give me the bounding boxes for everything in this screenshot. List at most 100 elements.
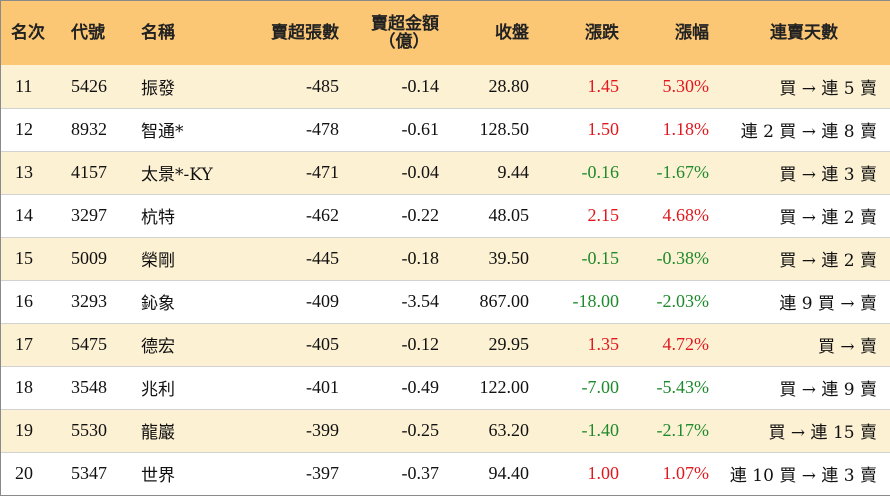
stock-name-cell: 智通* [141,122,184,142]
table-row: 14 3297 杭特 -462 -0.22 48.05 2.15 4.68% 買 → 連 2 賣 [1,194,890,237]
sell-lots-cell: -485 [306,75,339,96]
sell-lots-cell: -445 [306,248,339,268]
sell-lots-cell: -397 [306,463,339,484]
table-body: 11 5426 振發 -485 -0.14 28.80 1.45 5.30% 買 → 連 5 賣… [1,65,890,495]
sell-amount-cell: -0.22 [401,205,440,225]
stock-name-cell: 鈊象 [141,294,175,314]
sell-amount-cell: -3.54 [401,291,440,311]
sell-streak-cell: 買 → 賣 [817,337,877,357]
sell-lots-cell: -399 [306,420,339,440]
stock-name-cell: 榮剛 [141,251,175,271]
stock-name-cell: 世界 [141,466,175,487]
sell-amount-cell: -0.25 [401,420,440,440]
rank-cell: 14 [15,205,33,225]
stock-code-cell: 5347 [71,463,107,484]
sell-amount-cell: -0.61 [401,119,440,139]
stock-code-cell: 8932 [71,119,107,139]
sell-streak-cell: 連 9 買 → 賣 [779,294,877,314]
rank-cell: 17 [15,334,33,354]
stock-name-cell: 兆利 [141,380,175,400]
stock-name-cell: 杭特 [141,208,175,228]
sell-amount-cell: -0.18 [401,248,440,268]
price-change-cell: 1.00 [587,463,620,484]
header-sell-amount: 賣超金額 （億） [347,1,447,65]
table-row: 19 5530 龍巖 -399 -0.25 63.20 -1.40 -2.17% 買 → 連 1… [1,409,890,452]
sell-amount-cell: -0.04 [401,162,440,182]
rank-cell: 19 [15,420,33,440]
table-row: 12 8932 智通* -478 -0.61 128.50 1.50 1.18% 連 2 買 →… [1,108,890,151]
stock-code-cell: 5426 [71,75,107,96]
rank-cell: 12 [15,119,33,139]
change-percent-cell: -1.67% [656,162,710,182]
price-change-cell: 1.45 [587,75,620,96]
stock-code-cell: 4157 [71,162,107,182]
rank-cell: 13 [15,162,33,182]
header-name: 名稱 [141,23,175,43]
change-percent-cell: -2.03% [656,291,710,311]
stock-code-cell: 5009 [71,248,107,268]
price-change-cell: 1.50 [587,119,620,139]
table-row: 18 3548 兆利 -401 -0.49 122.00 -7.00 -5.43% 買 → 連 … [1,366,890,409]
table-header: 名次 代號 名稱 賣超張數 賣超金額 （億） 收盤 漲跌 漲幅 連賣天數 [1,1,890,65]
sell-lots-cell: -409 [306,291,339,311]
close-price-cell: 63.20 [488,420,530,440]
close-price-cell: 28.80 [488,75,530,96]
header-change: 漲跌 [585,23,619,43]
table-row: 16 3293 鈊象 -409 -3.54 867.00 -18.00 -2.03% 連 9 買… [1,280,890,323]
price-change-cell: 1.35 [587,334,620,354]
sell-streak-cell: 買 → 連 5 賣 [779,78,877,99]
sell-streak-cell: 買 → 連 9 賣 [779,380,877,400]
stock-code-cell: 3548 [71,377,107,397]
close-price-cell: 128.50 [479,119,530,139]
change-percent-cell: 1.18% [662,119,710,139]
sell-streak-cell: 買 → 連 2 賣 [779,251,877,271]
rank-cell: 16 [15,291,33,311]
rank-cell: 11 [15,75,33,96]
sell-amount-cell: -0.49 [401,377,440,397]
table-row: 17 5475 德宏 -405 -0.12 29.95 1.35 4.72% 買 → 賣 [1,323,890,366]
rank-cell: 15 [15,248,33,268]
change-percent-cell: 1.07% [662,463,710,484]
stock-name-cell: 龍巖 [141,423,175,443]
price-change-cell: 2.15 [587,205,620,225]
stock-code-cell: 3297 [71,205,107,225]
price-change-cell: -0.15 [581,248,620,268]
sell-lots-cell: -462 [306,205,339,225]
change-percent-cell: 5.30% [662,75,710,96]
table-row: 13 4157 太景*-KY -471 -0.04 9.44 -0.16 -1.67% 買 → … [1,151,890,194]
table-row: 11 5426 振發 -485 -0.14 28.80 1.45 5.30% 買 → 連 5 賣 [1,65,890,108]
sell-streak-cell: 買 → 連 2 賣 [779,208,877,228]
header-streak: 連賣天數 [770,23,838,43]
stock-code-cell: 3293 [71,291,107,311]
stock-name-cell: 振發 [141,78,175,99]
header-code: 代號 [71,23,105,43]
table-row: 15 5009 榮剛 -445 -0.18 39.50 -0.15 -0.38% 買 → 連 2… [1,237,890,280]
change-percent-cell: -5.43% [656,377,710,397]
sell-lots-cell: -478 [306,119,339,139]
close-price-cell: 867.00 [479,291,530,311]
close-price-cell: 39.50 [488,248,530,268]
sell-streak-cell: 買 → 連 15 賣 [768,423,878,443]
change-percent-cell: -2.17% [656,420,710,440]
header-sell-amount-line1: 賣超金額 [371,14,439,34]
sell-lots-cell: -401 [306,377,339,397]
close-price-cell: 48.05 [488,205,530,225]
header-rank: 名次 [11,23,45,43]
rank-cell: 20 [15,463,33,484]
sell-streak-cell: 連 10 買 → 連 3 賣 [729,466,877,487]
sell-streak-cell: 連 2 買 → 連 8 賣 [740,122,877,142]
close-price-cell: 9.44 [497,162,530,182]
change-percent-cell: -0.38% [656,248,710,268]
header-sell-lots: 賣超張數 [271,23,339,43]
table-row: 20 5347 世界 -397 -0.37 94.40 1.00 1.07% 連 10 買 → … [1,452,890,495]
price-change-cell: -18.00 [572,291,620,311]
change-percent-cell: 4.72% [662,334,710,354]
sell-amount-cell: -0.37 [401,463,440,484]
stock-name-cell: 德宏 [141,337,175,357]
sell-streak-cell: 買 → 連 3 賣 [779,165,877,185]
sell-lots-cell: -471 [306,162,339,182]
stock-code-cell: 5530 [71,420,107,440]
price-change-cell: -7.00 [581,377,620,397]
